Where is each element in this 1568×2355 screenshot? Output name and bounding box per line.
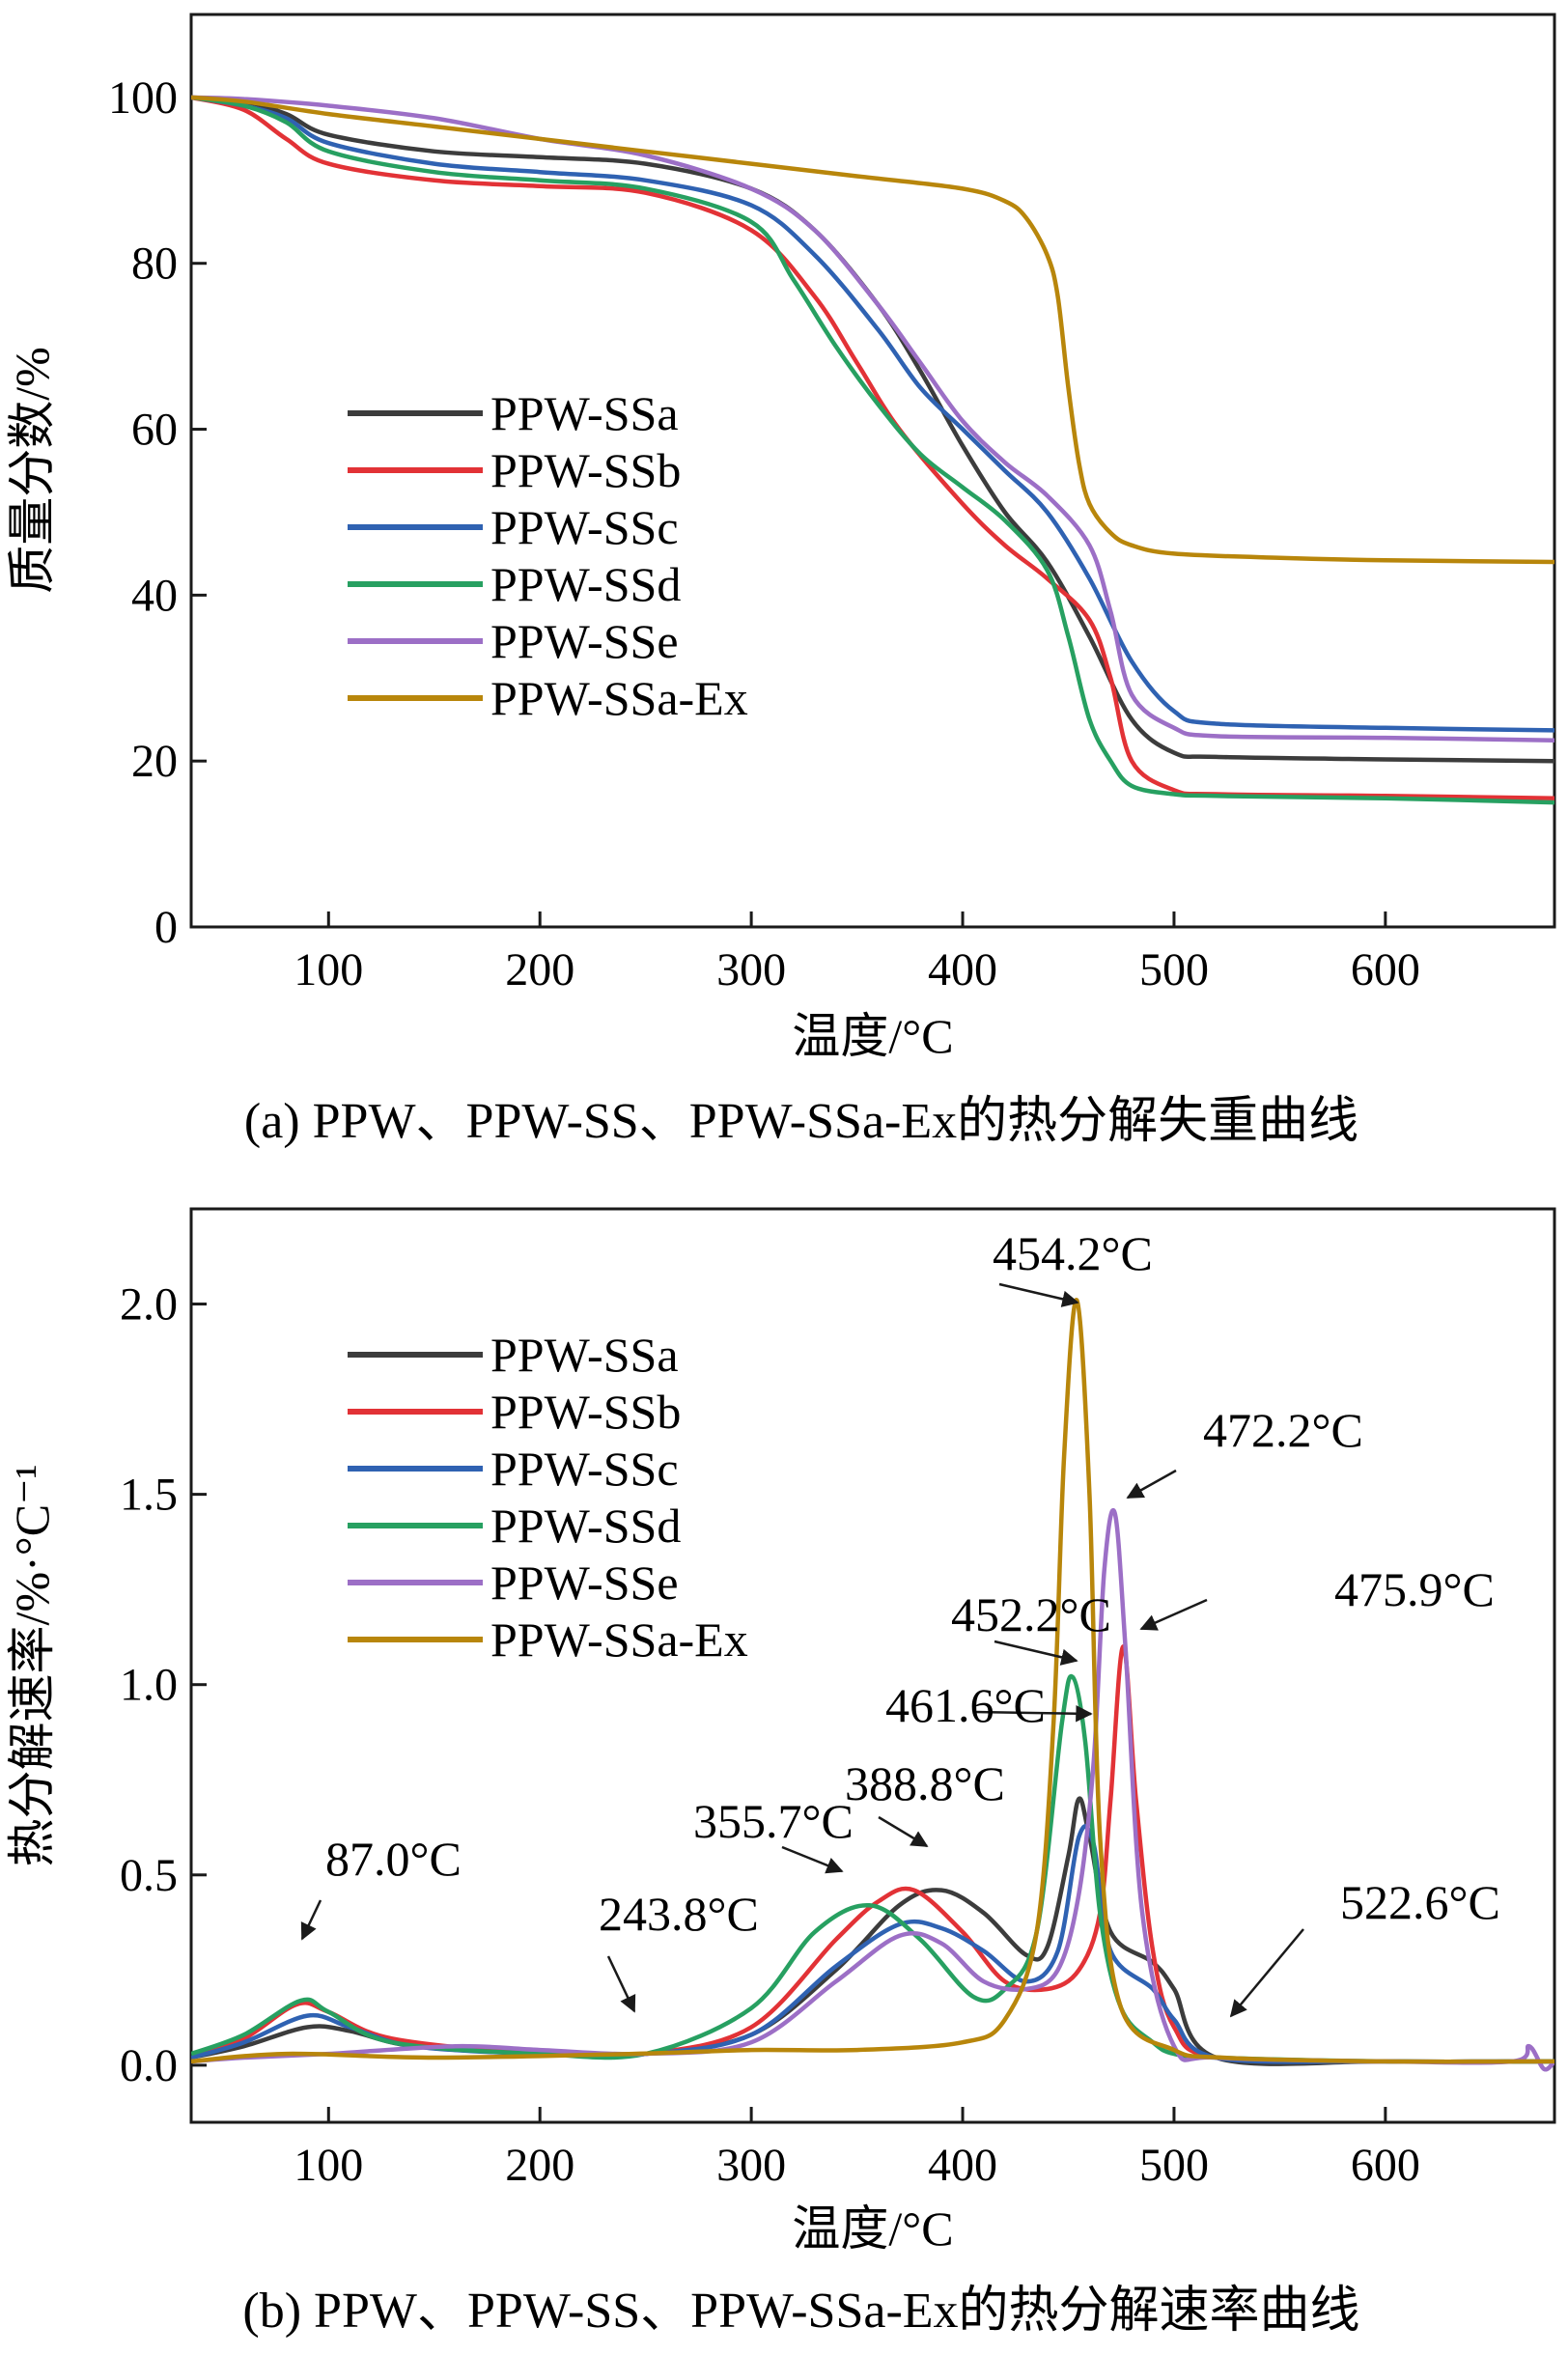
legend-label-PPW-SSb: PPW-SSb [490, 443, 681, 497]
xtick-label: 200 [505, 944, 574, 995]
xtick-label: 300 [716, 2140, 786, 2191]
xtick-label: 500 [1139, 2140, 1209, 2191]
legend-label-PPW-SSd: PPW-SSd [490, 557, 681, 611]
ytick-label: 20 [131, 736, 178, 787]
panel-a-ylabel: 质量分数/% [5, 347, 59, 594]
xtick-label: 200 [505, 2140, 574, 2191]
legend-label-PPW-SSa: PPW-SSa [490, 386, 679, 440]
annotation-arrow [1229, 1928, 1304, 2018]
series-line-PPW-SSa-Ex [191, 95, 1554, 565]
series-line-PPW-SSa-Ex [191, 1298, 1554, 2064]
ytick-label: 100 [108, 72, 178, 124]
annotation-arrow [300, 1899, 322, 1941]
series-line-PPW-SSd [191, 95, 1554, 805]
panel-a-plot-frame [189, 13, 1556, 929]
annotation-label: 472.2°C [1203, 1403, 1363, 1457]
annotation-label: 243.8°C [599, 1887, 759, 1941]
panel-b-xlabel: 温度/°C [792, 2201, 953, 2256]
xtick-label: 400 [928, 2140, 997, 2191]
annotation-label: 461.6°C [885, 1678, 1046, 1732]
panel-b-decomposition-rate: 0.0 0.5 1.0 1.5 2.0 100 200 300 400 500 600 PPW-S… [5, 1207, 1556, 2339]
series-line-PPW-SSa [191, 95, 1554, 764]
legend-label-PPW-SSb: PPW-SSb [490, 1385, 681, 1439]
ytick-label: 80 [131, 238, 178, 290]
series-line-PPW-SSb [191, 95, 1554, 801]
xtick-label: 300 [716, 944, 786, 995]
xtick-label: 100 [294, 2140, 363, 2191]
annotation-label: 87.0°C [325, 1832, 462, 1886]
annotation-arrow [781, 1845, 844, 1874]
annotation-arrow [606, 1955, 636, 2013]
annotation-arrow [972, 1704, 1093, 1723]
legend-label-PPW-SSa: PPW-SSa [490, 1328, 679, 1382]
ytick-label: 2.0 [120, 1279, 178, 1331]
ytick-label: 0.5 [120, 1850, 178, 1901]
legend-label-PPW-SSa-Ex: PPW-SSa-Ex [490, 671, 748, 725]
annotation-arrow [998, 1282, 1079, 1307]
ytick-label: 60 [131, 405, 178, 456]
xtick-label: 100 [294, 944, 363, 995]
annotation-arrow [878, 1815, 929, 1848]
ytick-label: 40 [131, 570, 178, 621]
ytick-label: 0 [154, 902, 178, 953]
xtick-label: 600 [1351, 2140, 1420, 2191]
annotation-arrow [994, 1640, 1078, 1666]
xtick-label: 600 [1351, 944, 1420, 995]
legend-label-PPW-SSc: PPW-SSc [490, 500, 679, 554]
legend-label-PPW-SSd: PPW-SSd [490, 1499, 681, 1553]
legend-label-PPW-SSe: PPW-SSe [490, 614, 679, 668]
ytick-label: 1.5 [120, 1470, 178, 1521]
xtick-label: 500 [1139, 944, 1209, 995]
panel-b-caption: (b) PPW、PPW-SS、PPW-SSa-Ex的热分解速率曲线 [242, 2284, 1359, 2339]
annotation-label: 475.9°C [1334, 1562, 1495, 1616]
annotation-label: 454.2°C [993, 1226, 1153, 1280]
annotation-label: 388.8°C [845, 1756, 1005, 1810]
series-line-PPW-SSe [191, 95, 1554, 743]
xtick-label: 400 [928, 944, 997, 995]
panel-a-caption: (a) PPW、PPW-SS、PPW-SSa-Ex的热分解失重曲线 [244, 1094, 1358, 1149]
annotation-label: 522.6°C [1340, 1875, 1500, 1929]
ytick-label: 1.0 [120, 1660, 178, 1711]
annotation-label: 452.2°C [951, 1587, 1111, 1641]
panel-b-ylabel: 热分解速率/%·°C⁻¹ [5, 1465, 59, 1867]
annotation-arrow [1139, 1598, 1208, 1631]
panel-a-xlabel: 温度/°C [792, 1009, 953, 1063]
ytick-label: 0.0 [120, 2040, 178, 2091]
annotation-arrow [1126, 1469, 1177, 1500]
panel-b-plot-frame [189, 1207, 1556, 2124]
legend-label-PPW-SSa-Ex: PPW-SSa-Ex [490, 1612, 748, 1667]
series-line-PPW-SSc [191, 95, 1554, 733]
legend-label-PPW-SSe: PPW-SSe [490, 1556, 679, 1610]
annotation-label: 355.7°C [693, 1794, 854, 1848]
legend-label-PPW-SSc: PPW-SSc [490, 1442, 679, 1496]
